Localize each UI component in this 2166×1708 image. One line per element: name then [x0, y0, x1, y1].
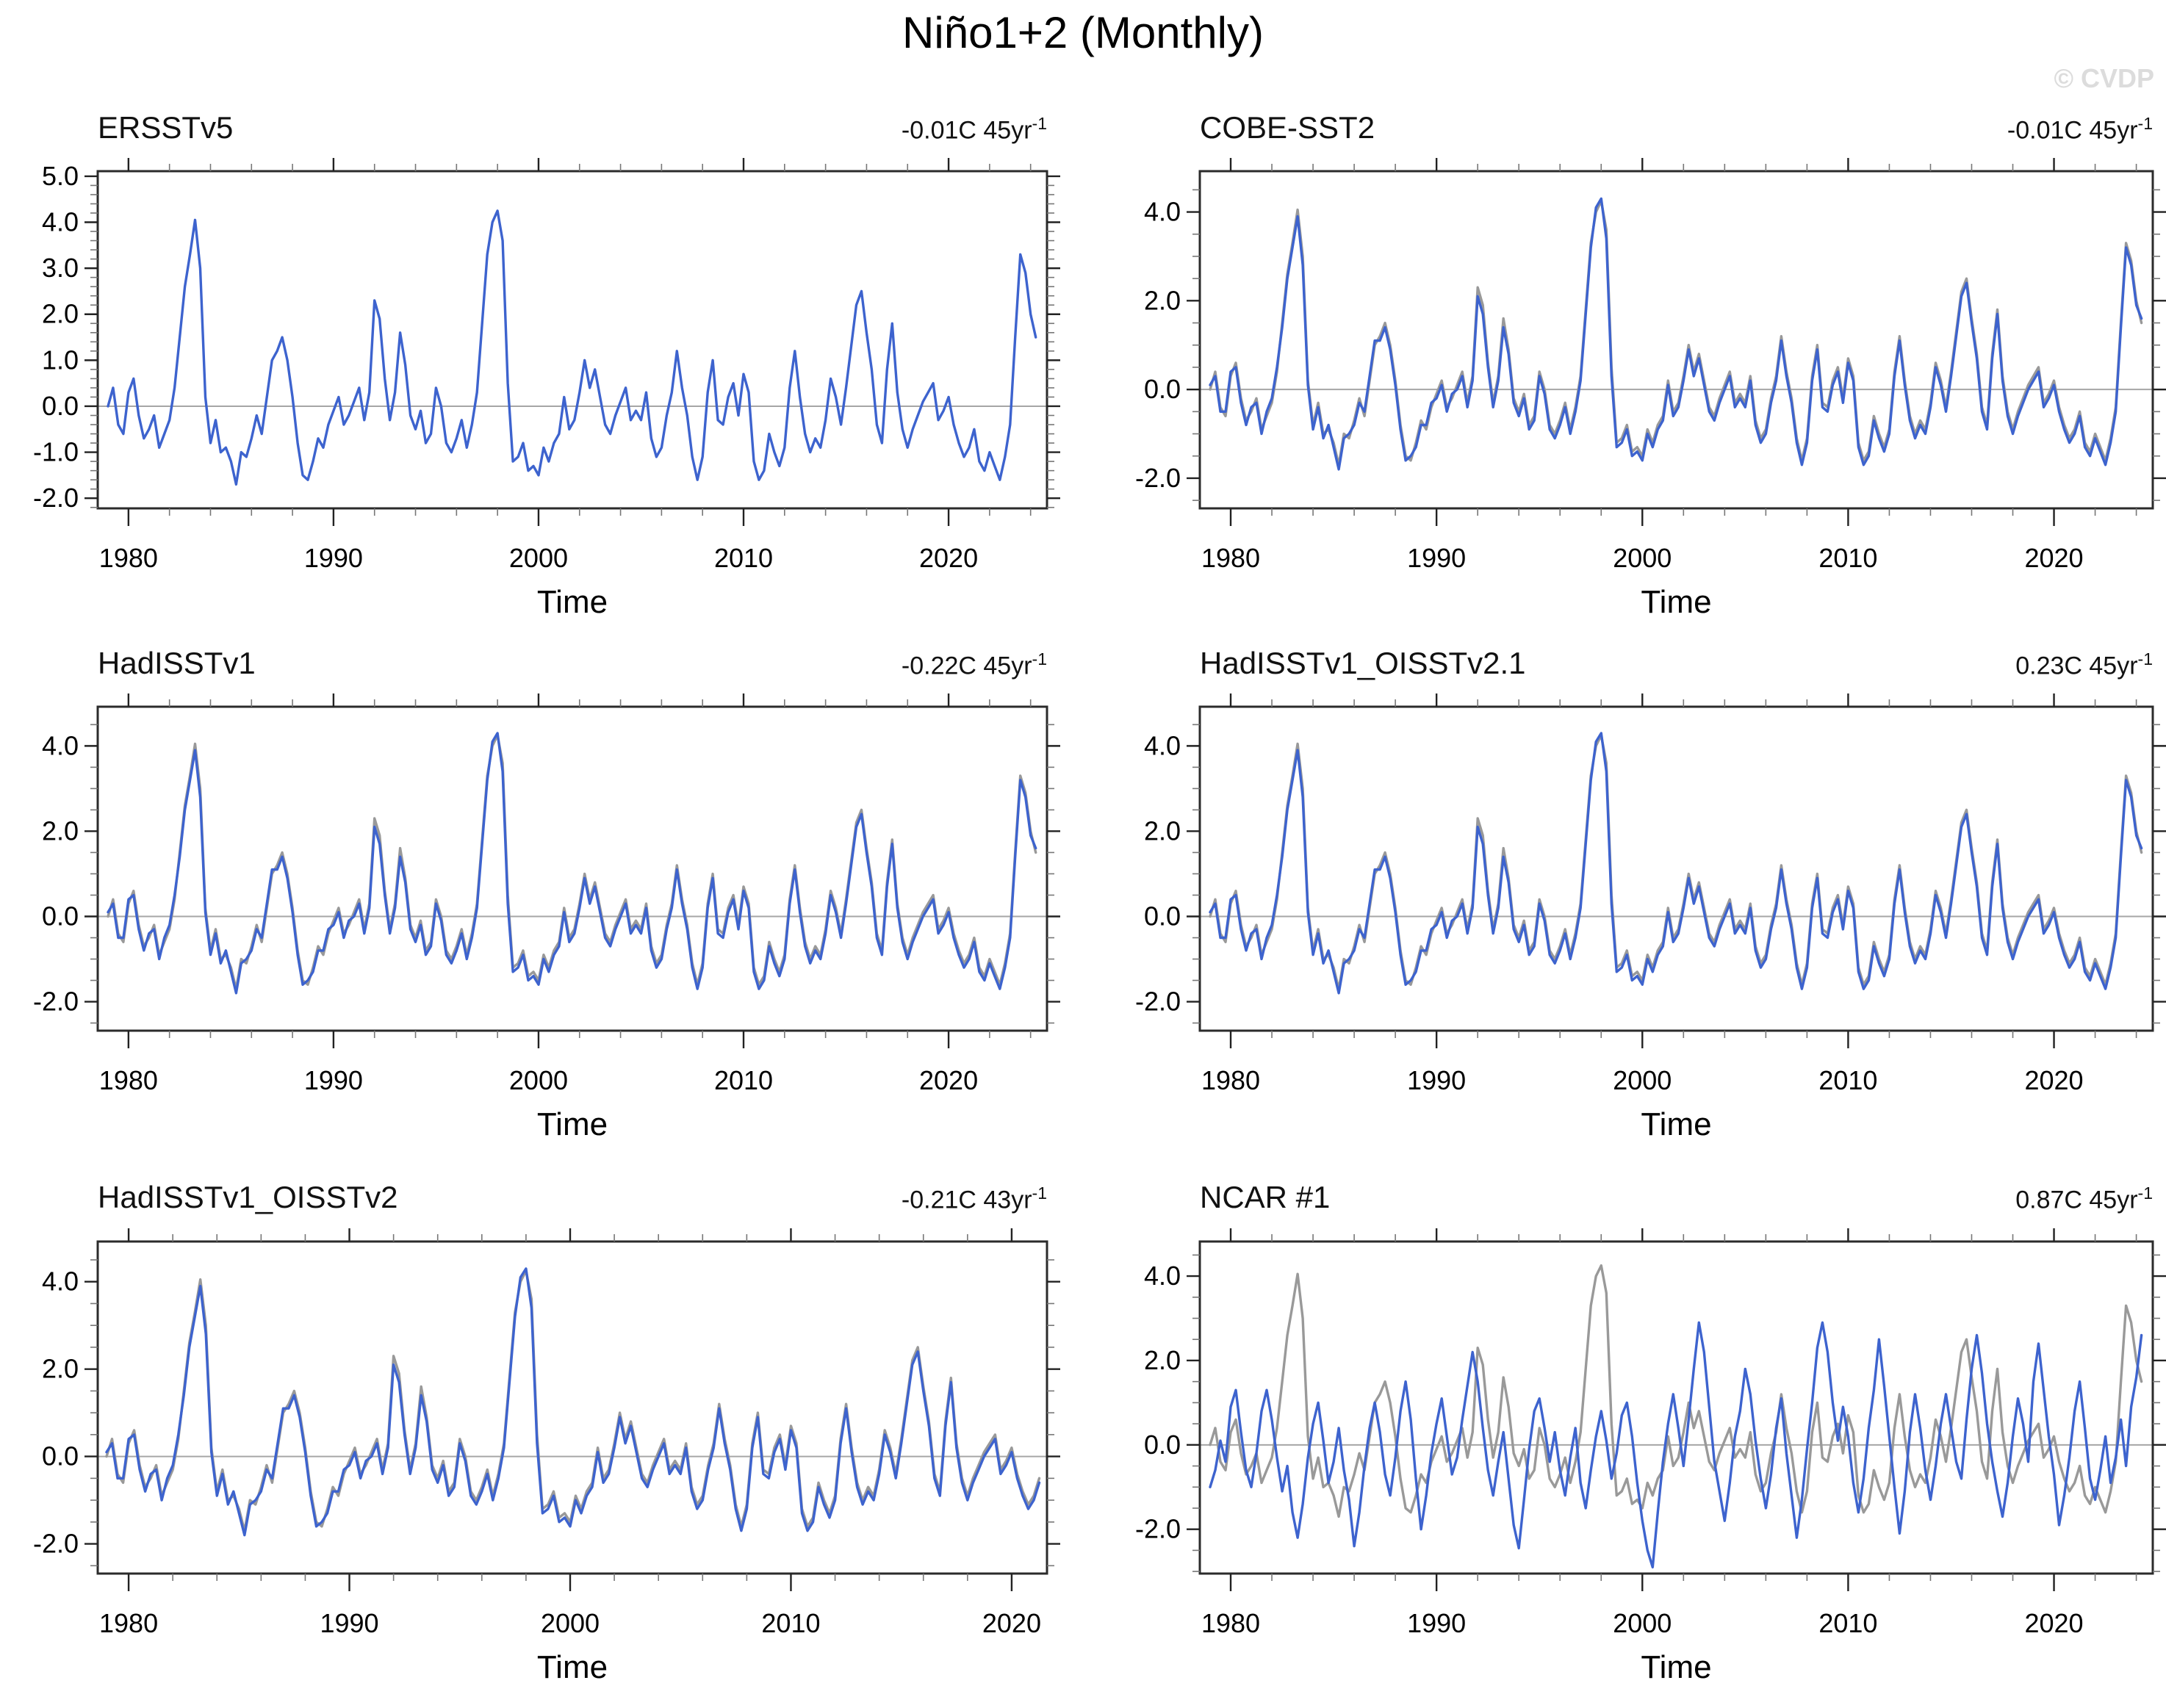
- svg-text:-2.0: -2.0: [33, 987, 79, 1017]
- svg-text:1980: 1980: [1201, 1608, 1260, 1638]
- panel-title: ERSSTv5: [98, 110, 234, 145]
- svg-text:2010: 2010: [1818, 543, 1877, 573]
- svg-text:0.0: 0.0: [1144, 374, 1181, 404]
- svg-text:2010: 2010: [1818, 1608, 1877, 1638]
- x-axis-label: Time: [1641, 1106, 1711, 1142]
- panel-header-cobe-sst2: COBE-SST2 -0.01C 45yr-1: [1200, 110, 2153, 145]
- panel-title: HadISSTv1: [98, 646, 256, 680]
- panel-plot-3: 4.0 2.0 0.0 -2.0 1980 1990 2000 2010 2020 Time: [1135, 693, 2166, 1142]
- svg-text:4.0: 4.0: [42, 730, 79, 760]
- trend-annotation: 0.87C 45yr-1: [2015, 1183, 2153, 1214]
- svg-text:1990: 1990: [304, 1065, 363, 1095]
- x-axis-label: Time: [1641, 1649, 1711, 1685]
- svg-text:1990: 1990: [320, 1608, 378, 1638]
- x-axis-label: Time: [537, 1106, 608, 1142]
- panel-header-hadisstv1: HadISSTv1 -0.22C 45yr-1: [98, 646, 1047, 681]
- svg-text:1980: 1980: [99, 1065, 158, 1095]
- svg-text:2000: 2000: [509, 1065, 568, 1095]
- svg-text:2020: 2020: [919, 543, 978, 573]
- svg-text:-2.0: -2.0: [33, 1529, 79, 1559]
- svg-text:4.0: 4.0: [1144, 1261, 1181, 1291]
- svg-text:2010: 2010: [1818, 1065, 1877, 1095]
- svg-text:2000: 2000: [509, 543, 568, 573]
- panel-plot-5: 4.0 2.0 0.0 -2.0 1980 1990 2000 2010 2020 Time: [1135, 1228, 2166, 1685]
- svg-text:-2.0: -2.0: [1135, 463, 1181, 493]
- panel-header-hadisstv1-oisstv2-1: HadISSTv1_OISSTv2.1 0.23C 45yr-1: [1200, 646, 2153, 681]
- svg-text:5.0: 5.0: [42, 161, 79, 191]
- svg-text:1990: 1990: [304, 543, 363, 573]
- svg-text:2000: 2000: [541, 1608, 600, 1638]
- svg-text:1980: 1980: [99, 1608, 158, 1638]
- svg-text:1990: 1990: [1407, 1065, 1466, 1095]
- x-axis-label: Time: [537, 1649, 608, 1685]
- svg-text:0.0: 0.0: [42, 1441, 79, 1471]
- svg-text:1980: 1980: [1201, 543, 1260, 573]
- x-axis-label: Time: [537, 584, 608, 620]
- svg-text:1990: 1990: [1407, 1608, 1466, 1638]
- svg-text:2000: 2000: [1613, 1065, 1672, 1095]
- panel-title: NCAR #1: [1200, 1180, 1331, 1214]
- panel-title: HadISSTv1_OISSTv2.1: [1200, 646, 1526, 680]
- panel-header-hadisstv1-oisstv2: HadISSTv1_OISSTv2 -0.21C 43yr-1: [98, 1180, 1047, 1215]
- svg-text:1980: 1980: [1201, 1065, 1260, 1095]
- panel-plot-2: 4.0 2.0 0.0 -2.0 1980 1990 2000 2010 2020 Time: [33, 693, 1060, 1142]
- svg-text:2020: 2020: [2024, 1065, 2083, 1095]
- x-axis-label: Time: [1641, 584, 1711, 620]
- panel-plot-4: 4.0 2.0 0.0 -2.0 1980 1990 2000 2010 2020 Time: [33, 1228, 1060, 1685]
- svg-text:0.0: 0.0: [42, 901, 79, 931]
- trend-annotation: -0.21C 43yr-1: [901, 1183, 1047, 1214]
- svg-text:1990: 1990: [1407, 543, 1466, 573]
- svg-text:3.0: 3.0: [42, 253, 79, 283]
- panel-title: HadISSTv1_OISSTv2: [98, 1180, 398, 1214]
- panel-header-ersstv5: ERSSTv5 -0.01C 45yr-1: [98, 110, 1047, 145]
- svg-text:2020: 2020: [982, 1608, 1041, 1638]
- trend-annotation: -0.22C 45yr-1: [901, 649, 1047, 680]
- svg-text:2.0: 2.0: [1144, 285, 1181, 315]
- svg-text:2010: 2010: [714, 1065, 773, 1095]
- svg-text:1.0: 1.0: [42, 345, 79, 375]
- svg-text:2000: 2000: [1613, 1608, 1672, 1638]
- svg-text:2020: 2020: [2024, 1608, 2083, 1638]
- svg-text:0.0: 0.0: [1144, 1430, 1181, 1460]
- svg-text:4.0: 4.0: [1144, 197, 1181, 227]
- svg-text:2.0: 2.0: [1144, 815, 1181, 846]
- svg-text:4.0: 4.0: [42, 1266, 79, 1297]
- svg-text:-1.0: -1.0: [33, 437, 79, 467]
- svg-text:-2.0: -2.0: [1135, 987, 1181, 1017]
- svg-text:0.0: 0.0: [42, 391, 79, 421]
- panel-plot-1: 4.0 2.0 0.0 -2.0 1980 1990 2000 2010 2020 Time: [1135, 158, 2166, 620]
- panel-title: COBE-SST2: [1200, 110, 1375, 145]
- svg-text:-2.0: -2.0: [1135, 1514, 1181, 1544]
- page-title: Niño1+2 (Monthly): [902, 8, 1264, 57]
- svg-text:1980: 1980: [99, 543, 158, 573]
- svg-text:2020: 2020: [2024, 543, 2083, 573]
- svg-text:4.0: 4.0: [42, 207, 79, 237]
- trend-annotation: 0.23C 45yr-1: [2015, 649, 2153, 680]
- svg-text:4.0: 4.0: [1144, 730, 1181, 760]
- svg-text:2.0: 2.0: [42, 815, 79, 846]
- svg-text:2010: 2010: [714, 543, 773, 573]
- svg-text:2020: 2020: [919, 1065, 978, 1095]
- svg-text:2000: 2000: [1613, 543, 1672, 573]
- trend-annotation: -0.01C 45yr-1: [2007, 113, 2153, 144]
- panel-header-ncar-1: NCAR #1 0.87C 45yr-1: [1200, 1180, 2153, 1215]
- svg-text:2010: 2010: [761, 1608, 820, 1638]
- svg-text:0.0: 0.0: [1144, 901, 1181, 931]
- svg-text:2.0: 2.0: [42, 1354, 79, 1384]
- trend-annotation: -0.01C 45yr-1: [901, 113, 1047, 144]
- svg-text:-2.0: -2.0: [33, 483, 79, 513]
- panel-plot-0: 5.0 4.0 3.0 2.0 1.0 0.0 -1.0 -2.0 1980 1990 2000 20…: [33, 158, 1060, 620]
- cvdp-watermark: © CVDP: [2054, 63, 2154, 93]
- svg-text:2.0: 2.0: [1144, 1345, 1181, 1375]
- svg-text:2.0: 2.0: [42, 299, 79, 329]
